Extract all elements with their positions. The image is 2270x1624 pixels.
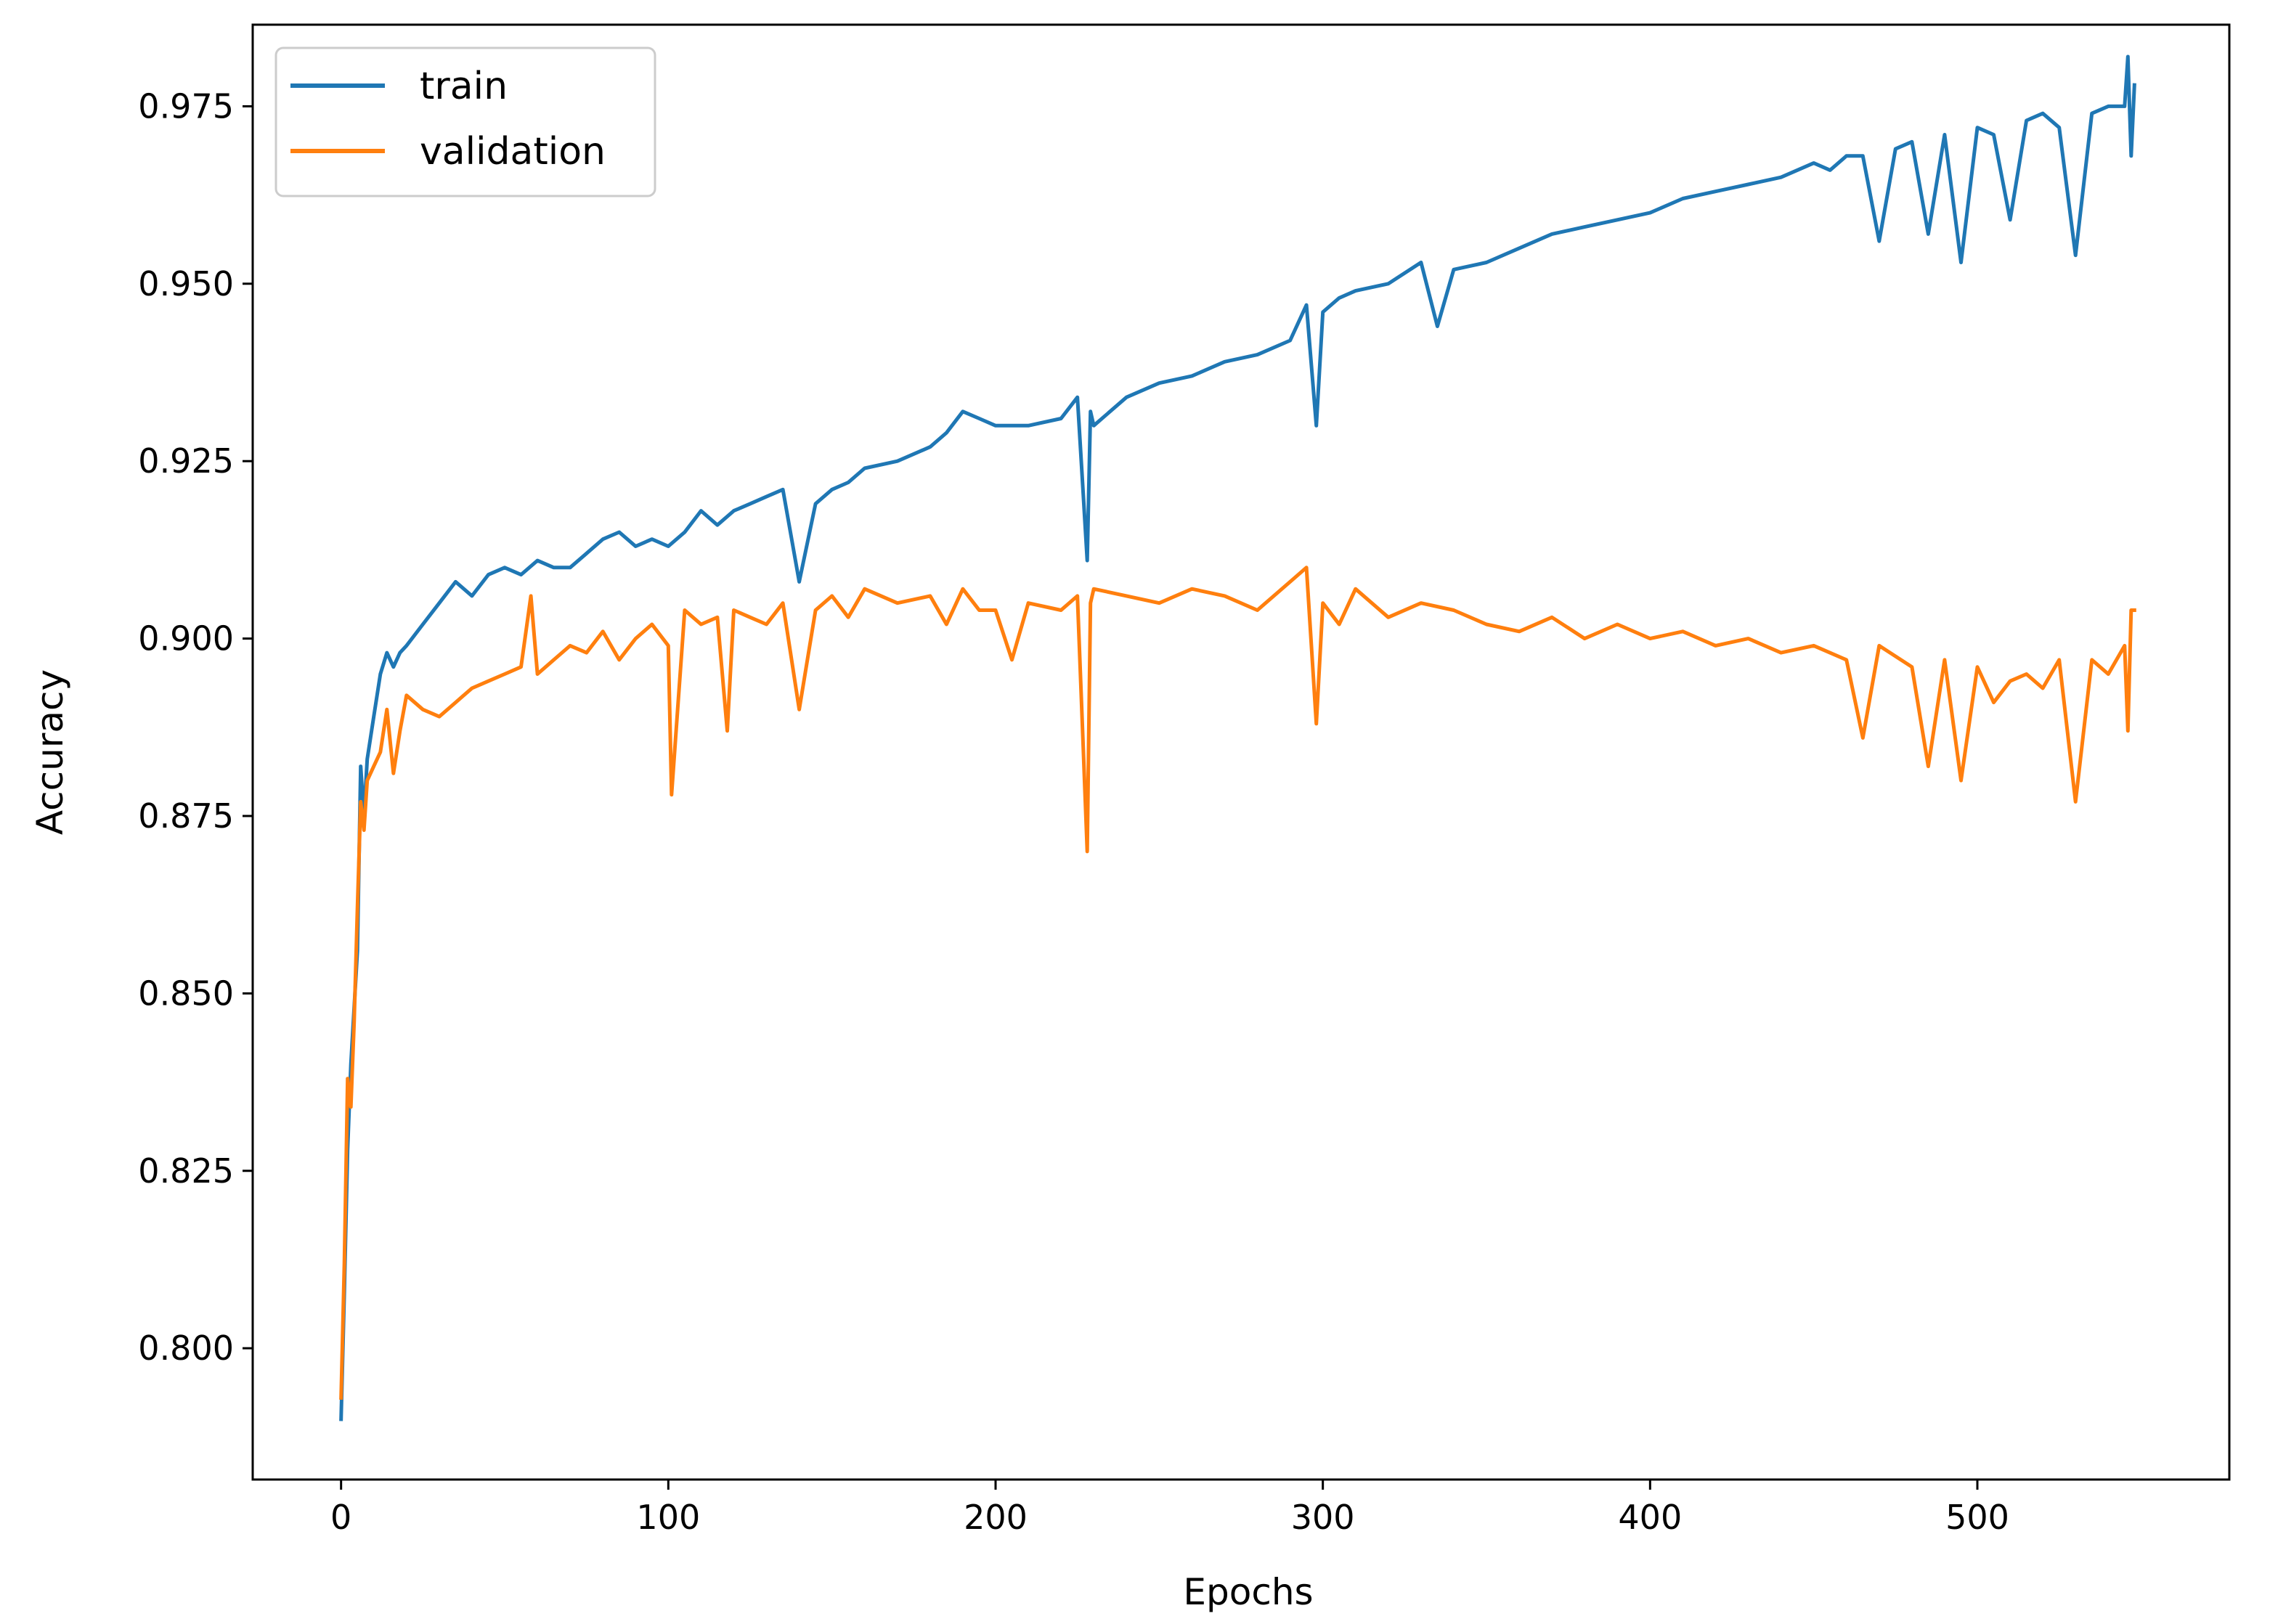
y-tick-label: 0.800	[138, 1329, 234, 1368]
x-tick-label: 500	[1945, 1498, 2009, 1537]
y-tick-label: 0.925	[138, 441, 234, 481]
legend-label-validation: validation	[420, 130, 606, 174]
legend-label-train: train	[420, 65, 508, 108]
y-tick-label: 0.950	[138, 264, 234, 303]
axes-frame	[251, 23, 2231, 1481]
y-axis: 0.800 0.825 0.850 0.875 0.900 0.925 0.950 0.975	[138, 86, 253, 1368]
y-tick-label: 0.975	[138, 86, 234, 126]
series-line-train	[339, 54, 2136, 1421]
x-tick-label: 400	[1618, 1498, 1682, 1537]
y-tick-label: 0.875	[138, 796, 234, 836]
y-axis-label: Accuracy	[29, 669, 71, 835]
x-axis: 0 100 200 300 400 500	[330, 1480, 2009, 1537]
x-tick-label: 0	[330, 1498, 351, 1537]
y-tick-label: 0.900	[138, 619, 234, 658]
x-tick-label: 300	[1291, 1498, 1355, 1537]
x-tick-label: 200	[964, 1498, 1028, 1537]
plot-area	[339, 54, 2136, 1421]
x-tick-label: 100	[636, 1498, 700, 1537]
legend: train validation	[274, 46, 656, 197]
x-axis-label: Epochs	[1183, 1571, 1313, 1613]
y-tick-label: 0.850	[138, 974, 234, 1013]
series-line-validation	[339, 566, 2136, 1400]
y-tick-label: 0.825	[138, 1151, 234, 1191]
